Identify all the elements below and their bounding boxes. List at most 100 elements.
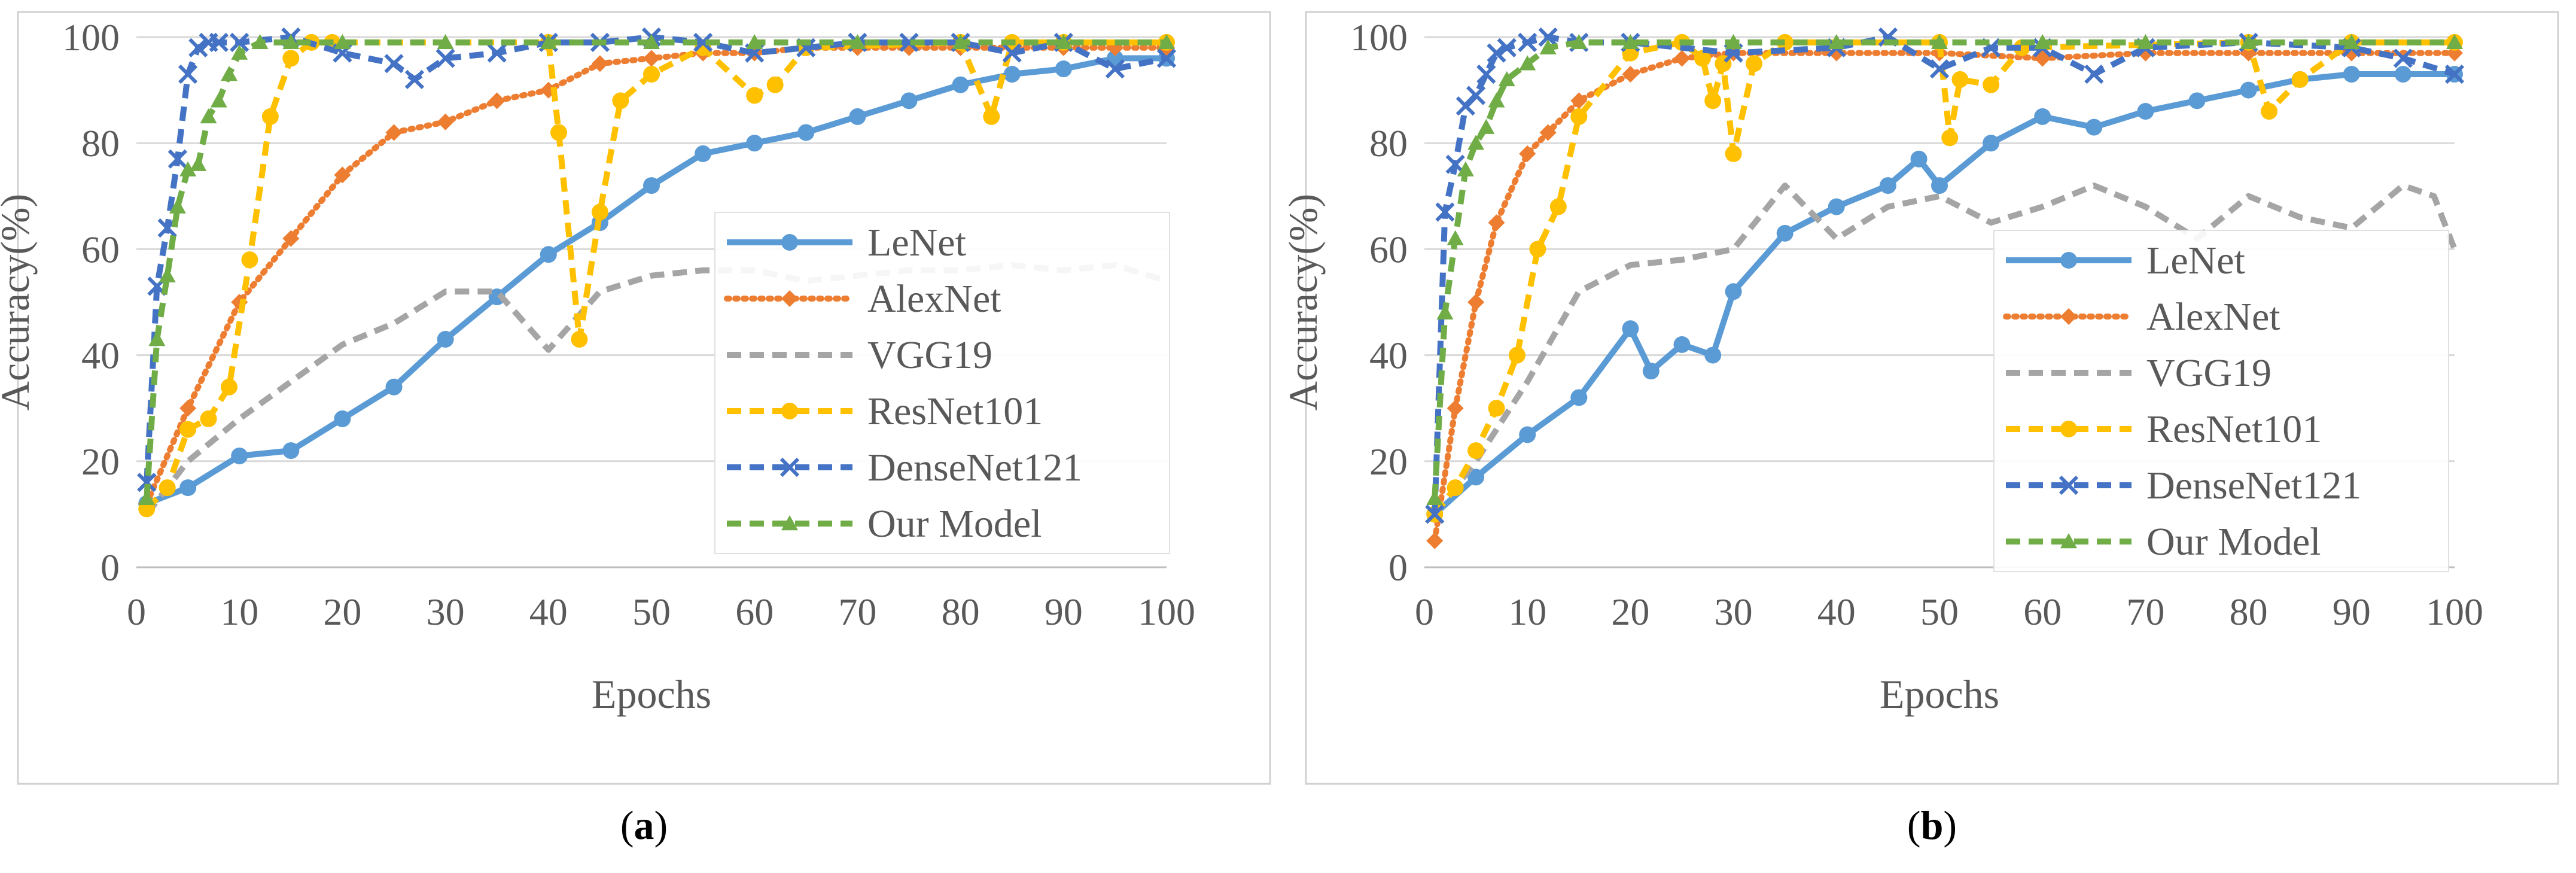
x-tick-label: 60: [735, 591, 774, 633]
legend-box: [714, 212, 1170, 554]
data-point-resnet101: [1508, 346, 1525, 364]
data-point-alexnet: [1539, 124, 1557, 141]
data-point-lenet: [1673, 336, 1691, 353]
chart-a: 0 20 40 60 80 100 0 10 20 30 40 50 60 70 80 90 100 Epochs…: [0, 11, 1271, 785]
y-tick-label: 80: [81, 122, 120, 165]
legend-marker: [781, 515, 798, 531]
x-tick-label: 10: [220, 591, 258, 633]
data-point-alexnet: [385, 124, 403, 141]
data-point-lenet: [1983, 135, 2000, 152]
data-point-densenet121: [209, 32, 229, 52]
data-point-densenet121: [899, 32, 919, 52]
data-point-our-model: [1426, 489, 1444, 506]
x-tick-label: 60: [2023, 591, 2062, 633]
data-point-densenet121: [1538, 27, 1558, 47]
data-point-resnet101: [1704, 92, 1722, 109]
data-point-lenet: [1704, 346, 1722, 364]
legend-label-our-model: Our Model: [867, 502, 1042, 546]
legend-marker: [2060, 308, 2077, 325]
data-point-densenet121: [230, 32, 249, 52]
data-point-densenet121: [487, 43, 507, 63]
y-tick-label: 20: [1369, 440, 1408, 483]
x-axis-title: Epochs: [1880, 671, 1999, 717]
data-point-resnet101: [1776, 34, 1794, 51]
data-point-resnet101: [2291, 71, 2309, 88]
x-tick-label: 10: [1508, 591, 1546, 633]
data-point-alexnet: [1467, 294, 1485, 311]
data-point-our-model: [159, 267, 176, 282]
data-point-lenet: [1725, 283, 1742, 300]
data-point-lenet: [231, 447, 248, 464]
data-point-densenet121: [1156, 48, 1177, 68]
data-point-our-model: [746, 34, 763, 50]
data-point-resnet101: [1549, 198, 1567, 215]
legend-label-resnet101: ResNet101: [867, 390, 1043, 433]
legend-marker: [780, 457, 800, 477]
legend-label-resnet101: ResNet101: [2146, 407, 2322, 451]
data-point-resnet101: [1529, 241, 1546, 258]
data-point-alexnet: [1622, 66, 1639, 83]
x-tick-label: 80: [942, 591, 980, 633]
data-point-our-model: [1488, 92, 1505, 108]
data-point-densenet121: [404, 69, 425, 90]
x-tick-label: 50: [632, 591, 671, 633]
legend-box: [1993, 230, 2449, 572]
data-point-densenet121: [188, 38, 208, 57]
y-axis-title: Accuracy(%): [0, 194, 38, 410]
data-point-densenet121: [2444, 64, 2465, 84]
data-point-our-model: [169, 198, 186, 214]
data-point-densenet121: [1425, 504, 1445, 524]
data-point-our-model: [210, 92, 227, 108]
legend-swatch-our-model: [2006, 533, 2132, 549]
data-point-lenet: [2034, 108, 2051, 125]
legend-marker: [2060, 533, 2077, 549]
y-tick-label: 60: [81, 228, 120, 270]
legend-marker: [781, 234, 798, 251]
legend-marker: [781, 403, 798, 419]
data-point-lenet: [437, 331, 454, 348]
data-point-densenet121: [1487, 43, 1506, 63]
y-tick-label: 60: [1369, 228, 1408, 270]
data-point-densenet121: [693, 32, 713, 52]
x-tick-label: 90: [2333, 591, 2371, 633]
data-point-lenet: [1910, 150, 1928, 168]
x-axis-title: Epochs: [592, 671, 711, 717]
legend-label-lenet: LeNet: [2146, 239, 2245, 282]
data-point-lenet: [900, 92, 918, 109]
x-tick-label: 90: [1045, 591, 1083, 633]
legend-swatch-our-model: [727, 515, 852, 531]
legend-label-vgg19: VGG19: [867, 333, 992, 377]
legend-swatch-alexnet: [724, 290, 855, 307]
series-lenet: [1426, 66, 2463, 523]
data-point-resnet101: [200, 410, 217, 427]
data-point-lenet: [695, 145, 712, 162]
data-point-our-model: [2034, 34, 2051, 50]
data-point-our-model: [540, 34, 557, 50]
legend-marker: [2060, 421, 2077, 437]
data-point-alexnet: [282, 230, 300, 247]
data-point-densenet121: [384, 54, 404, 74]
data-point-lenet: [1467, 469, 1485, 486]
data-point-densenet121: [168, 149, 188, 169]
x-tick-label: 0: [127, 591, 146, 633]
series-our-model: [138, 34, 1175, 506]
y-tick-label: 0: [101, 546, 120, 589]
y-tick-label: 0: [1389, 546, 1408, 589]
data-point-lenet: [1776, 224, 1794, 242]
legend-swatch-densenet121: [2006, 475, 2132, 495]
legend: LeNet AlexNet VGG19 ResNet101 DenseNet121 Our…: [1993, 230, 2449, 572]
data-point-our-model: [179, 161, 197, 177]
data-point-densenet121: [1929, 59, 1950, 79]
legend-label-lenet: LeNet: [867, 221, 966, 264]
legend-swatch-densenet121: [727, 457, 852, 477]
legend-marker: [2059, 475, 2079, 495]
data-point-our-model: [231, 44, 248, 60]
data-point-resnet101: [766, 76, 784, 93]
data-point-resnet101: [1951, 71, 1969, 88]
data-point-densenet121: [1002, 43, 1022, 63]
data-point-densenet121: [137, 473, 157, 492]
legend-label-alexnet: AlexNet: [2146, 295, 2280, 339]
data-point-our-model: [2343, 34, 2360, 50]
data-point-lenet: [797, 124, 815, 141]
data-point-our-model: [138, 489, 156, 506]
